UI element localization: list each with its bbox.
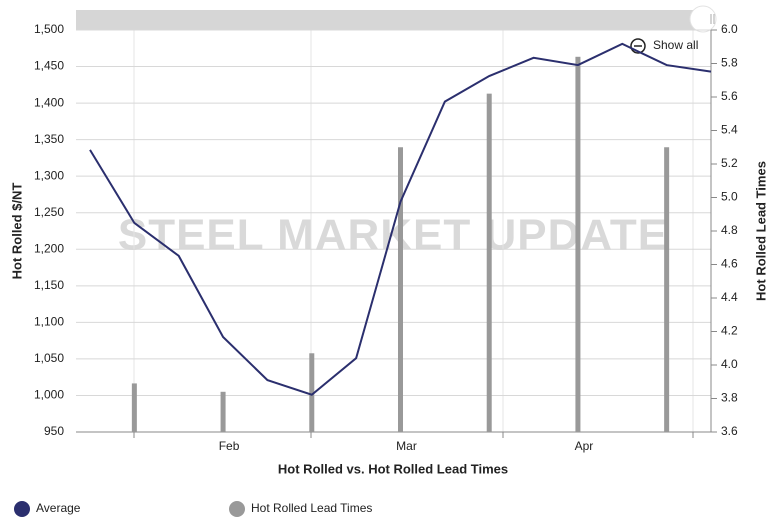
chart-title: Hot Rolled vs. Hot Rolled Lead Times [278,461,508,476]
bar [486,93,492,433]
y2-tick-label: 4.8 [721,223,738,237]
y-axis-title: Hot Rolled $/NT [9,183,24,280]
x-tick-label: Mar [396,439,417,453]
y-tick-label: 1,100 [34,315,64,329]
y2-tick-label: 3.8 [721,391,738,405]
y2-tick-label: 3.6 [721,424,738,438]
y-tick-label: 1,000 [34,388,64,402]
y2-tick-label: 4.4 [721,290,738,304]
y-tick-label: 1,350 [34,132,64,146]
legend-marker [14,501,30,517]
y2-tick-label: 5.2 [721,156,738,170]
line [89,42,712,396]
y-tick-label: 1,300 [34,168,64,182]
legend-marker [229,501,245,517]
y-tick-label: 1,200 [34,241,64,255]
y2-tick-label: 4.0 [721,357,738,371]
bar [398,147,403,432]
y-tick-label: 1,150 [34,278,64,292]
y-tick-label: 1,450 [34,59,64,73]
show-all-button[interactable]: Show all [630,38,698,54]
legend-label: Average [36,501,81,515]
y-tick-label: 1,250 [34,205,64,219]
bar [575,56,581,433]
y-tick-label: 1,500 [34,22,64,36]
y2-axis-title: Hot Rolled Lead Times [753,161,768,301]
y-tick-label: 1,400 [34,95,64,109]
y-tick-label: 1,050 [34,351,64,365]
show-all-label[interactable]: Show all [653,38,698,52]
y2-tick-label: 5.8 [721,56,738,70]
y-tick-label: 950 [44,424,64,438]
bar [131,383,137,432]
bar [220,391,226,432]
y2-tick-label: 6.0 [721,22,738,36]
bar [664,147,670,432]
y2-tick-label: 4.6 [721,257,738,271]
x-tick-label: Feb [219,439,240,453]
navigator-band [76,10,711,30]
x-tick-label: Apr [575,439,594,453]
legend-label: Hot Rolled Lead Times [251,501,372,515]
menu-toggle[interactable] [689,5,717,33]
y2-tick-label: 5.6 [721,89,738,103]
bar [309,353,315,432]
y2-tick-label: 5.4 [721,123,738,137]
y2-tick-label: 4.2 [721,324,738,338]
y2-tick-label: 5.0 [721,190,738,204]
watermark: STEEL MARKET UPDATE [118,211,668,260]
